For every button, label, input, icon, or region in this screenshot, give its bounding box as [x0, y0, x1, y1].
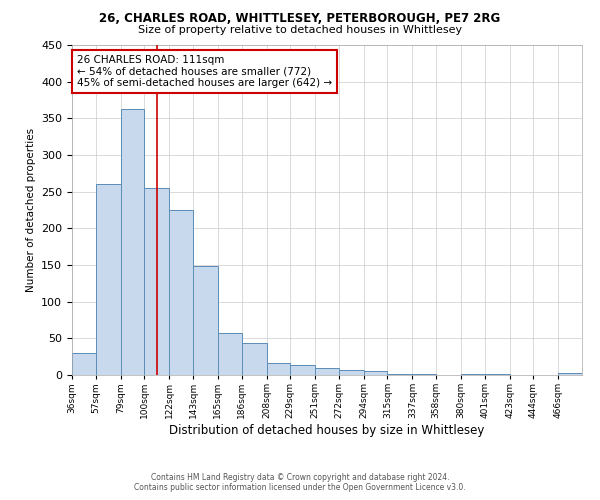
Bar	[388, 374, 412, 375]
Bar	[218, 333, 242, 375]
Text: 26 CHARLES ROAD: 111sqm
← 54% of detached houses are smaller (772)
45% of semi-d: 26 CHARLES ROAD: 111sqm ← 54% of detache…	[77, 55, 332, 88]
Bar	[96, 184, 121, 375]
Bar	[193, 266, 218, 375]
Bar	[461, 374, 485, 375]
Bar	[412, 374, 436, 375]
Text: 26, CHARLES ROAD, WHITTLESEY, PETERBOROUGH, PE7 2RG: 26, CHARLES ROAD, WHITTLESEY, PETERBOROU…	[100, 12, 500, 26]
Bar	[145, 188, 169, 375]
Bar	[485, 374, 509, 375]
Bar	[72, 353, 96, 375]
Bar	[121, 109, 145, 375]
Bar	[315, 368, 339, 375]
X-axis label: Distribution of detached houses by size in Whittlesey: Distribution of detached houses by size …	[169, 424, 485, 437]
Bar	[364, 372, 388, 375]
Bar	[242, 342, 266, 375]
Bar	[169, 210, 193, 375]
Y-axis label: Number of detached properties: Number of detached properties	[26, 128, 35, 292]
Bar	[290, 366, 315, 375]
Bar	[266, 362, 290, 375]
Text: Contains HM Land Registry data © Crown copyright and database right 2024.
Contai: Contains HM Land Registry data © Crown c…	[134, 473, 466, 492]
Text: Size of property relative to detached houses in Whittlesey: Size of property relative to detached ho…	[138, 25, 462, 35]
Bar	[339, 370, 364, 375]
Bar	[558, 373, 582, 375]
